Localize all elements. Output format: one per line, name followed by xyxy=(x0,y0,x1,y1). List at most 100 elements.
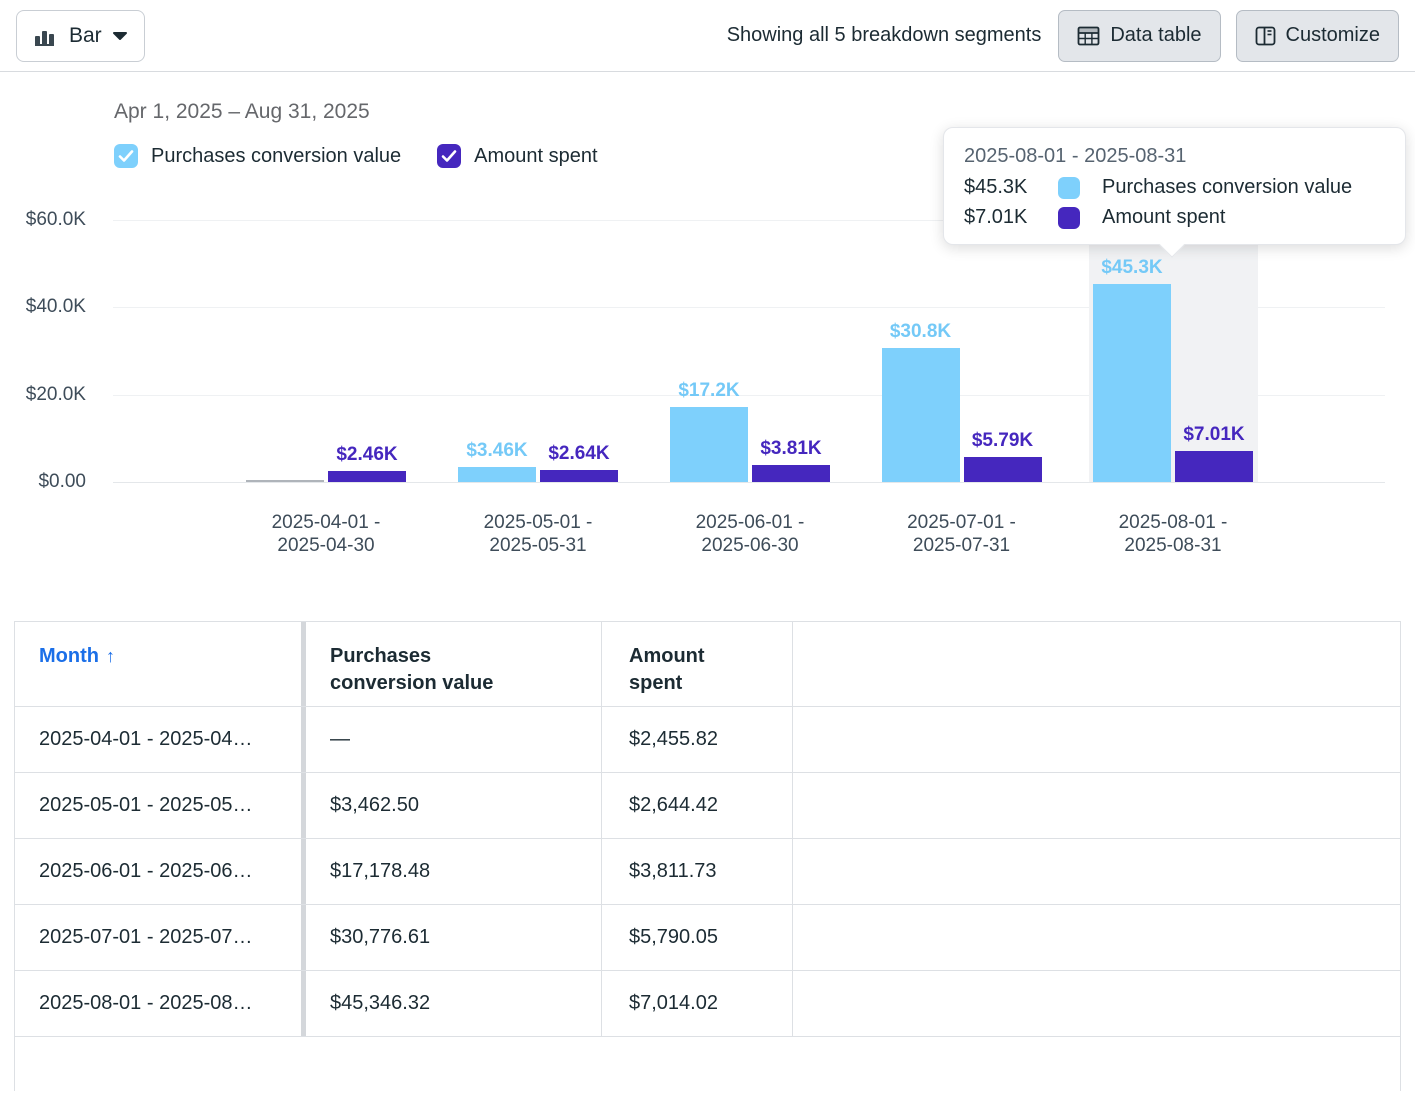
purchases-conversion-value-cell: $3,462.50 xyxy=(306,773,602,838)
bar-value-label: $30.8K xyxy=(889,320,952,342)
y-axis-tick-label: $40.0K xyxy=(25,296,86,318)
frozen-column-divider xyxy=(301,971,306,1036)
tooltip-series-label: Purchases conversion value xyxy=(1102,176,1353,198)
table-row: 2025-05-01 - 2025-05… $3,462.50 $2,644.42 xyxy=(15,773,1400,839)
chart-date-range: Apr 1, 2025 – Aug 31, 2025 xyxy=(114,100,370,123)
bar-value-label: $3.81K xyxy=(760,438,822,460)
bar-purchases-conversion-value[interactable] xyxy=(670,406,748,482)
amount-spent-value: $2,644.42 xyxy=(629,794,718,816)
purchases-conversion-value-cell: $45,346.32 xyxy=(306,971,602,1036)
empty-cell xyxy=(793,971,1400,1036)
gridline xyxy=(113,220,1385,221)
tooltip-value: $45.3K xyxy=(964,176,1028,198)
frozen-column-divider xyxy=(301,773,306,838)
data-table-button[interactable]: Data table xyxy=(1058,9,1221,62)
checkbox-checked-icon[interactable] xyxy=(114,144,138,168)
sort-ascending-icon: ↑ xyxy=(105,646,115,666)
legend-item-amount-spent[interactable]: Amount spent xyxy=(437,144,598,168)
bar-chart-icon xyxy=(33,24,59,48)
amount-spent-value: $3,811.73 xyxy=(629,860,717,882)
amount-spent-cell: $2,644.42 xyxy=(602,773,793,838)
data-table-button-label: Data table xyxy=(1110,24,1202,46)
chart-legend: Purchases conversion value Amount spent xyxy=(114,144,598,168)
tooltip-title: 2025-08-01 - 2025-08-31 xyxy=(964,145,1187,167)
bar-value-label: $17.2K xyxy=(678,379,740,401)
bar-value-label: $5.79K xyxy=(971,429,1034,451)
gridline xyxy=(113,307,1385,309)
tooltip-series-label: Amount spent xyxy=(1102,206,1226,228)
chevron-down-icon xyxy=(112,31,128,41)
checkbox-checked-icon[interactable] xyxy=(437,144,462,168)
legend-item-purchases-conversion-value[interactable]: Purchases conversion value xyxy=(114,144,401,168)
empty-cell xyxy=(793,839,1400,904)
table-row: 2025-07-01 - 2025-07… $30,776.61 $5,790.05 xyxy=(15,905,1400,971)
frozen-column-divider xyxy=(301,707,306,772)
amount-spent-value: $7,014.02 xyxy=(629,992,718,1014)
column-header-label: Purchases conversion value xyxy=(330,645,494,694)
bar-amount-spent[interactable] xyxy=(752,465,830,482)
month-cell: 2025-06-01 - 2025-06… xyxy=(15,839,301,904)
month-value: 2025-04-01 - 2025-04… xyxy=(39,728,253,750)
empty-column xyxy=(793,622,1400,706)
x-axis-tick-label: 2025-08-01 -2025-08-31 xyxy=(1118,512,1228,556)
purchases-conversion-value-cell: — xyxy=(306,707,602,772)
month-value: 2025-08-01 - 2025-08… xyxy=(39,992,253,1014)
amount-spent-cell: $2,455.82 xyxy=(602,707,793,772)
legend-label: Amount spent xyxy=(474,144,598,167)
customize-button[interactable]: Customize xyxy=(1235,9,1399,62)
column-header-month[interactable]: Month ↑ xyxy=(15,622,301,706)
column-header-amount-spent[interactable]: Amount spent xyxy=(602,622,793,706)
y-axis-tick-label: $0.00 xyxy=(38,471,86,492)
purchases-conversion-value-cell: $17,178.48 xyxy=(306,839,602,904)
y-axis-tick-label: $20.0K xyxy=(25,383,86,405)
tooltip-row: $7.01K Amount spent xyxy=(964,206,1385,229)
purchases-conversion-value-cell: $30,776.61 xyxy=(306,905,602,970)
month-value: 2025-06-01 - 2025-06… xyxy=(39,860,253,882)
table-row: 2025-06-01 - 2025-06… $17,178.48 $3,811.73 xyxy=(15,839,1400,905)
bar-amount-spent[interactable] xyxy=(328,471,406,482)
toolbar: Bar Showing all 5 breakdown segments Dat… xyxy=(0,0,1415,72)
empty-cell xyxy=(793,707,1400,772)
purchases-conversion-value: — xyxy=(330,728,350,750)
x-axis-tick-label: 2025-07-01 -2025-07-31 xyxy=(907,512,1016,556)
zero-value-bar xyxy=(246,480,324,482)
x-axis-tick-label: 2025-05-01 -2025-05-31 xyxy=(483,512,593,556)
x-axis-tick-label: 2025-06-01 -2025-06-30 xyxy=(695,512,805,556)
gridline xyxy=(113,482,1385,483)
y-axis-tick-label: $60.0K xyxy=(25,209,86,230)
x-axis-tick-label: 2025-04-01 -2025-04-30 xyxy=(271,512,381,556)
bar-purchases-conversion-value[interactable] xyxy=(1093,283,1171,482)
table-row: 2025-04-01 - 2025-04… — $2,455.82 xyxy=(15,707,1400,773)
customize-button-label: Customize xyxy=(1285,24,1380,46)
bar-purchases-conversion-value[interactable] xyxy=(881,347,960,482)
bar-value-label: $7.01K xyxy=(1183,424,1245,446)
bar-value-label: $3.46K xyxy=(466,439,528,461)
column-header-purchases-conversion-value[interactable]: Purchases conversion value xyxy=(306,622,602,706)
legend-label: Purchases conversion value xyxy=(151,144,402,167)
empty-cell xyxy=(793,773,1400,838)
purchases-conversion-value: $45,346.32 xyxy=(330,992,431,1014)
bar-value-label: $2.64K xyxy=(548,443,610,465)
table-body: 2025-04-01 - 2025-04… — $2,455.82 2025-05-0… xyxy=(15,707,1400,1037)
bar-amount-spent[interactable] xyxy=(963,456,1042,482)
bar-amount-spent[interactable] xyxy=(540,470,618,482)
purchases-conversion-value: $30,776.61 xyxy=(330,926,431,948)
month-cell: 2025-07-01 - 2025-07… xyxy=(15,905,301,970)
bar-purchases-conversion-value[interactable] xyxy=(458,466,536,482)
table-icon xyxy=(1077,25,1100,47)
series-swatch-icon xyxy=(1058,206,1080,229)
bar-chart: $60.0K $40.0K $20.0K $0.00 $2.46K 2025-04-01 … xyxy=(0,194,1415,574)
chart-type-dropdown[interactable]: Bar xyxy=(16,9,145,62)
table-header-row: Month ↑ Purchases conversion value Amoun… xyxy=(15,622,1400,707)
amount-spent-value: $2,455.82 xyxy=(629,728,718,750)
frozen-column-divider xyxy=(301,622,306,706)
amount-spent-cell: $3,811.73 xyxy=(602,839,793,904)
column-header-label: Month xyxy=(39,645,99,667)
bar-amount-spent[interactable] xyxy=(1175,451,1253,482)
customize-panel-icon xyxy=(1255,25,1276,47)
month-cell: 2025-05-01 - 2025-05… xyxy=(15,773,301,838)
column-header-label: Amount spent xyxy=(629,645,705,694)
bar-value-label: $45.3K xyxy=(1101,256,1163,278)
frozen-column-divider xyxy=(301,839,306,904)
tooltip-value: $7.01K xyxy=(964,206,1028,228)
